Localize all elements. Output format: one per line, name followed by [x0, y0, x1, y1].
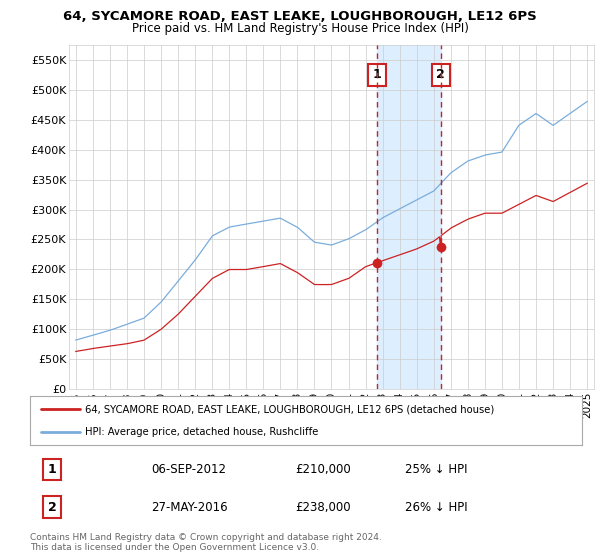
- Text: 1: 1: [373, 68, 382, 81]
- Text: Contains HM Land Registry data © Crown copyright and database right 2024.: Contains HM Land Registry data © Crown c…: [30, 533, 382, 542]
- Text: This data is licensed under the Open Government Licence v3.0.: This data is licensed under the Open Gov…: [30, 543, 319, 552]
- Text: 06-SEP-2012: 06-SEP-2012: [151, 463, 226, 476]
- Text: 64, SYCAMORE ROAD, EAST LEAKE, LOUGHBOROUGH, LE12 6PS: 64, SYCAMORE ROAD, EAST LEAKE, LOUGHBORO…: [63, 10, 537, 22]
- Text: 2: 2: [48, 501, 56, 514]
- Text: 26% ↓ HPI: 26% ↓ HPI: [406, 501, 468, 514]
- Text: 1: 1: [48, 463, 56, 476]
- Text: 64, SYCAMORE ROAD, EAST LEAKE, LOUGHBOROUGH, LE12 6PS (detached house): 64, SYCAMORE ROAD, EAST LEAKE, LOUGHBORO…: [85, 404, 494, 414]
- Text: £210,000: £210,000: [295, 463, 351, 476]
- Text: 25% ↓ HPI: 25% ↓ HPI: [406, 463, 468, 476]
- Text: 27-MAY-2016: 27-MAY-2016: [151, 501, 228, 514]
- Bar: [377, 45, 441, 389]
- Text: £238,000: £238,000: [295, 501, 350, 514]
- Text: Price paid vs. HM Land Registry's House Price Index (HPI): Price paid vs. HM Land Registry's House …: [131, 22, 469, 35]
- Text: HPI: Average price, detached house, Rushcliffe: HPI: Average price, detached house, Rush…: [85, 427, 319, 437]
- Text: 2: 2: [436, 68, 445, 81]
